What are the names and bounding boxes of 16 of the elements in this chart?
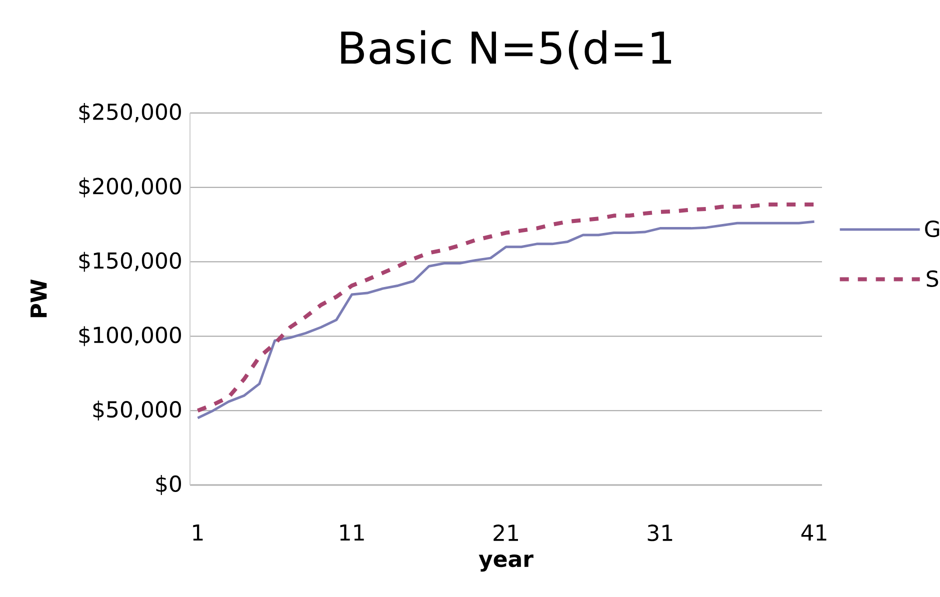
legend-label: G [925,220,940,238]
y-tick-label: $150,000 [79,252,181,272]
x-tick-label: 11 [340,524,364,541]
x-tick-label: 41 [801,524,826,541]
y-tick-label: $0 [156,475,182,495]
legend-label: S [926,270,938,287]
y-axis-title: PW [30,279,47,318]
x-tick-label: 1 [193,524,203,541]
y-tick-label: $50,000 [93,400,181,421]
y-tick-label: $100,000 [79,326,181,346]
x-tick-label: 21 [494,524,518,541]
y-tick-label: $200,000 [79,177,181,198]
chart-title: Basic N=5(d=1 [341,30,672,70]
y-tick-label: $250,000 [79,103,181,123]
x-axis-title: year [478,554,534,572]
x-tick-label: 31 [648,524,672,542]
